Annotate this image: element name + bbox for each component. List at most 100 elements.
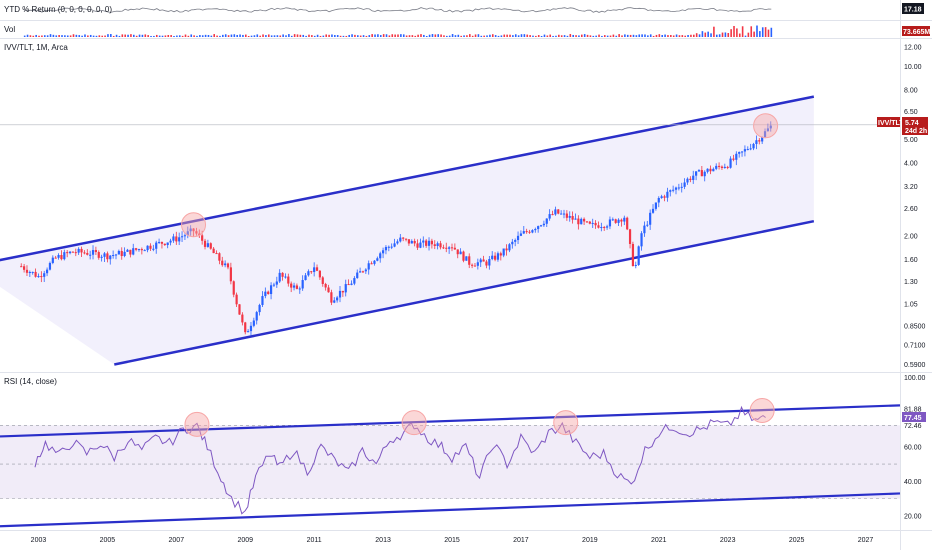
candle-body: [683, 182, 686, 187]
candle-body: [433, 244, 436, 247]
x-tick-label: 2027: [858, 537, 874, 544]
axes: 12.00 10.00 8.00 6.50 5.00 4.00 3.20 2.60 2.00 1.…: [31, 45, 926, 544]
volume-bar: [431, 34, 434, 37]
candle-body: [298, 288, 301, 290]
volume-bar: [543, 34, 546, 37]
volume-bar: [540, 35, 543, 37]
candle-body: [723, 166, 726, 169]
volume-bar: [305, 35, 307, 37]
candle-body: [209, 243, 212, 249]
candle-body: [195, 231, 198, 234]
candle-body: [735, 153, 738, 160]
candle-body: [301, 280, 304, 289]
volume-bar: [744, 35, 747, 37]
candle-body: [560, 213, 563, 215]
candle-body: [31, 271, 34, 273]
volume-bar: [552, 35, 554, 37]
candle-body: [473, 265, 477, 267]
volume-bar: [101, 35, 104, 37]
volume-bar: [474, 34, 477, 37]
candle-body: [292, 285, 296, 288]
volume-bar: [345, 35, 348, 37]
candle-body: [752, 143, 755, 149]
candle-body: [361, 271, 365, 273]
volume-bar: [259, 35, 261, 37]
volume-bar: [178, 35, 181, 37]
volume-bar: [348, 34, 350, 37]
volume-bar: [460, 35, 462, 37]
volume-bar: [546, 35, 549, 37]
highlight-circle: [181, 212, 207, 238]
candle-body: [137, 249, 141, 251]
x-tick-label: 2017: [513, 537, 529, 544]
price-tick-label: 0.8500: [904, 324, 926, 331]
price-tick-label: 3.20: [904, 184, 918, 191]
candle-body: [126, 249, 129, 252]
candle-body: [229, 267, 232, 282]
volume-pane: [23, 25, 773, 37]
rsi-tick-label: 40.00: [904, 479, 922, 486]
volume-bar: [500, 35, 503, 37]
candle-body: [758, 140, 761, 142]
candle-body: [247, 331, 250, 333]
candle-body: [183, 235, 187, 237]
volume-bar: [635, 35, 638, 37]
volume-bar: [167, 34, 170, 37]
price-tick-label: 1.05: [904, 301, 918, 308]
candle-body: [674, 187, 678, 190]
volume-bar: [595, 35, 597, 37]
price-badge: 5.74: [905, 120, 919, 127]
candle-body: [238, 304, 241, 315]
candle-body: [120, 250, 123, 257]
candle-body: [390, 246, 393, 248]
candle-body: [341, 290, 344, 293]
volume-bar: [710, 33, 712, 37]
price-tick-label: 8.00: [904, 87, 918, 94]
volume-bar: [391, 34, 394, 37]
candle-body: [143, 250, 146, 252]
price-tick-label: 10.00: [904, 64, 922, 71]
volume-bar: [141, 34, 144, 37]
candle-body: [514, 240, 517, 242]
volume-bar: [92, 35, 95, 37]
volume-bar: [730, 29, 732, 37]
x-tick-label: 2007: [169, 537, 185, 544]
volume-bar: [262, 34, 264, 37]
candle-body: [692, 175, 695, 180]
candle-body: [571, 215, 574, 220]
candle-body: [430, 240, 433, 245]
volume-bar: [69, 35, 72, 37]
volume-bar: [43, 35, 46, 37]
volume-bar: [738, 33, 741, 37]
volume-bar: [411, 35, 414, 37]
candle-body: [697, 170, 701, 172]
candle-body: [499, 253, 502, 256]
volume-bar: [578, 35, 580, 37]
volume-bar: [49, 34, 52, 37]
rsi-tick-label: 20.00: [904, 513, 922, 520]
candle-body: [89, 254, 92, 256]
volume-bar: [451, 34, 454, 37]
candle-body: [379, 253, 382, 259]
rsi-pane: [0, 398, 901, 528]
volume-bar: [256, 34, 259, 37]
volume-bar: [425, 35, 428, 37]
candle-body: [203, 240, 207, 247]
candle-body: [295, 285, 299, 289]
candle-body: [427, 240, 431, 246]
candle-body: [370, 263, 373, 265]
candle-body: [221, 260, 224, 266]
x-tick-label: 2021: [651, 537, 667, 544]
candle-body: [94, 250, 97, 253]
volume-bar: [494, 35, 497, 37]
volume-bar: [537, 35, 540, 37]
volume-bar: [155, 34, 158, 37]
volume-bar: [38, 35, 40, 37]
volume-bar: [164, 35, 167, 37]
volume-bar: [201, 35, 204, 37]
volume-bar: [288, 34, 290, 37]
candle-body: [135, 248, 138, 250]
candle-body: [591, 222, 594, 224]
volume-bar: [61, 35, 63, 37]
candle-body: [459, 251, 462, 255]
